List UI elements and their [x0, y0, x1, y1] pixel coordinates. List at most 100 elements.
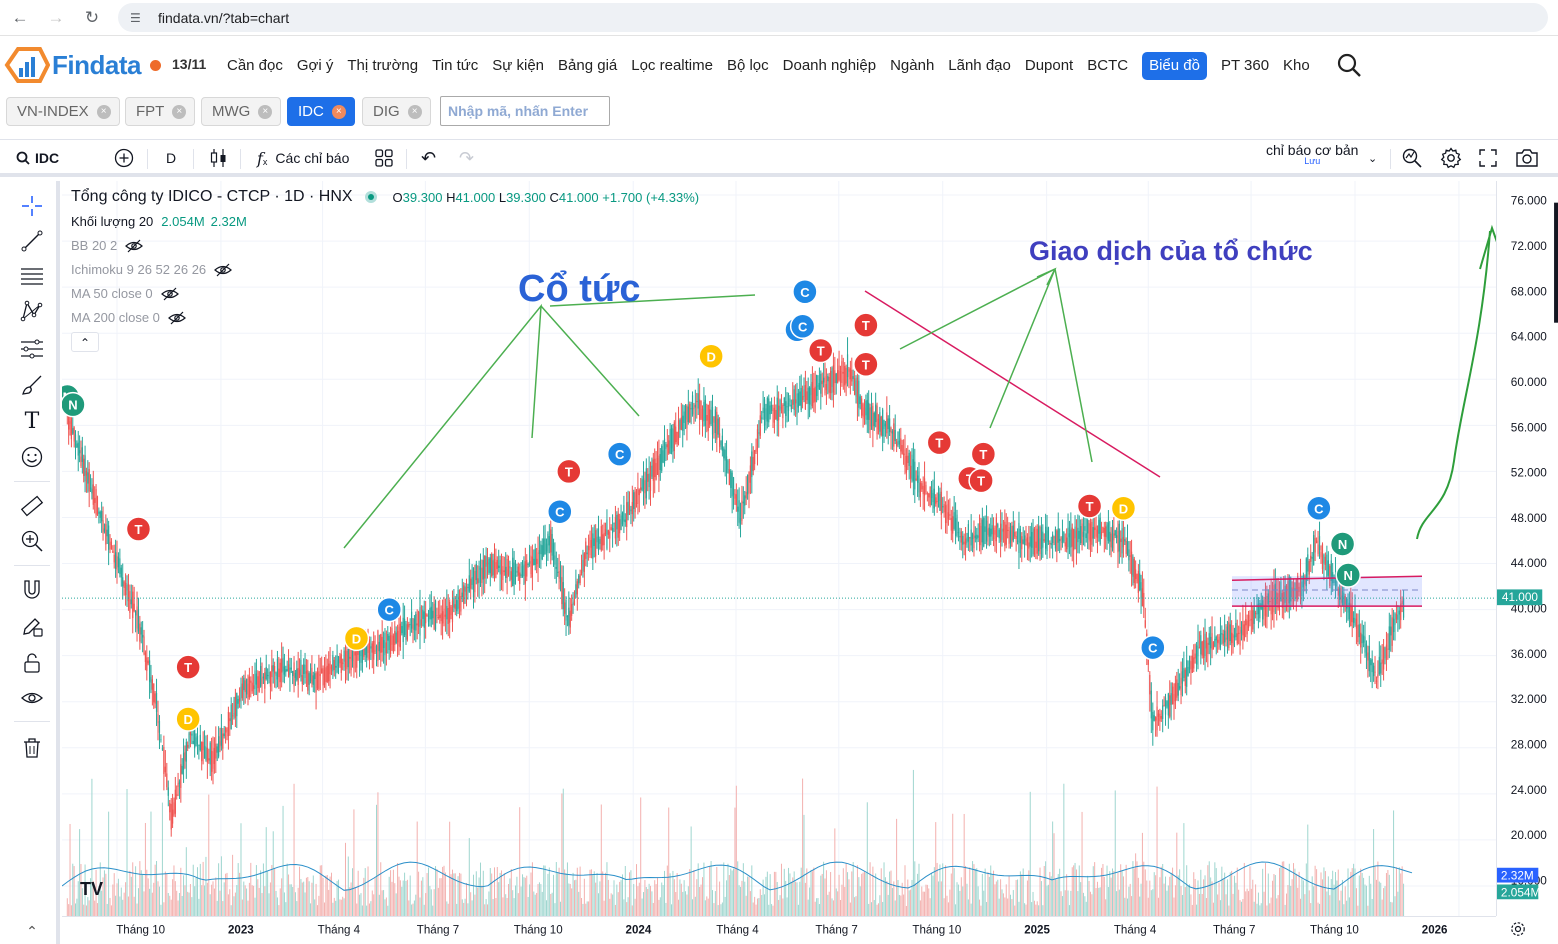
event-marker-C[interactable]: C [547, 498, 573, 525]
annotation-line[interactable] [549, 294, 756, 307]
time-axis[interactable]: Tháng 10 2023 Tháng 4 Tháng 7 Tháng 10 2024 Th… [62, 916, 1496, 944]
template-button[interactable]: chỉ báo cơ bản Lưu [1266, 142, 1358, 176]
event-marker-T[interactable]: T [853, 351, 879, 378]
emoji-tool[interactable] [16, 443, 48, 471]
menu-item[interactable]: Bộ lọc [726, 57, 769, 74]
event-marker-T[interactable]: T [1076, 493, 1103, 519]
zone-top-line[interactable] [1231, 575, 1423, 581]
chart-type-button[interactable] [210, 140, 228, 176]
close-icon[interactable]: × [407, 104, 422, 119]
event-marker-N[interactable]: N [1335, 562, 1361, 588]
price-axis[interactable]: 76.00072.00068.00064.00060.00056.00052.0… [1496, 181, 1558, 916]
menu-item[interactable]: Ngành [890, 57, 935, 74]
volume-legend-row[interactable]: Khối lượng 20 2.054M 2.32M [71, 214, 247, 229]
quick-search-button[interactable] [1402, 140, 1422, 176]
event-marker-N[interactable]: N [62, 391, 86, 418]
dividend-annotation[interactable]: Cổ tức [518, 268, 641, 310]
undo-icon[interactable]: ↶ [421, 147, 437, 168]
event-marker-D[interactable]: D [698, 343, 724, 369]
annotation-line[interactable] [343, 303, 542, 549]
lock-drawings-tool[interactable] [16, 612, 48, 640]
delete-tool[interactable] [16, 734, 48, 762]
menu-item[interactable]: BCTC [1087, 57, 1129, 74]
event-marker-C[interactable]: C [1140, 634, 1166, 661]
price-scrollbar[interactable] [1554, 202, 1558, 323]
annotation-line[interactable] [540, 305, 640, 417]
forward-icon[interactable]: → [47, 8, 65, 27]
text-tool-icon[interactable]: T [24, 408, 40, 434]
ticker-tab[interactable]: DIG × [362, 97, 431, 126]
indicator-legend-row[interactable]: MA 50 close 0 [71, 286, 179, 301]
fullscreen-button[interactable] [1479, 140, 1497, 176]
menu-item[interactable]: Dupont [1024, 57, 1074, 74]
menu-item[interactable]: Lọc realtime [631, 57, 713, 74]
ticker-tab[interactable]: MWG × [201, 97, 282, 126]
event-marker-D[interactable]: D [175, 706, 201, 732]
pattern-tool[interactable] [16, 297, 48, 325]
reload-icon[interactable]: ↻ [84, 8, 100, 27]
ticker-tab[interactable]: FPT × [125, 97, 196, 126]
collapse-legend-button[interactable]: ⌃ [71, 332, 99, 352]
event-marker-T[interactable]: T [556, 458, 582, 485]
address-bar[interactable]: ☰ findata.vn/?tab=chart [118, 3, 1548, 32]
crosshair-tool[interactable] [16, 192, 48, 220]
menu-item[interactable]: Lãnh đạo [948, 57, 1011, 74]
institution-annotation[interactable]: Giao dịch của tổ chức [1029, 236, 1313, 266]
menu-item[interactable]: Bảng giá [558, 57, 618, 74]
search-icon[interactable] [1336, 52, 1362, 78]
event-marker-C[interactable]: C [1306, 495, 1332, 522]
axis-settings-icon[interactable] [1510, 921, 1526, 942]
event-marker-T[interactable]: T [125, 516, 152, 542]
menu-item[interactable]: Biểu đồ [1142, 52, 1207, 80]
event-marker-D[interactable]: D [1110, 495, 1137, 522]
menu-item[interactable]: Cần đọc [227, 57, 283, 74]
snapshot-button[interactable] [1515, 140, 1539, 176]
event-marker-T[interactable]: T [807, 337, 834, 364]
symbol-search[interactable]: IDC [16, 140, 59, 176]
event-marker-C[interactable]: C [789, 313, 816, 340]
tradingview-logo[interactable]: TV [80, 879, 103, 899]
site-logo[interactable]: Findata [4, 46, 141, 84]
legend-title[interactable]: Tổng công ty IDICO - CTCP · 1D · HNX [71, 188, 353, 205]
menu-item[interactable]: Doanh nghiệp [782, 57, 877, 74]
back-icon[interactable]: ← [11, 8, 29, 27]
menu-item[interactable]: Gợi ý [296, 57, 334, 74]
menu-item[interactable]: Tin tức [432, 57, 479, 74]
price-zone[interactable] [1232, 576, 1422, 607]
event-marker-T[interactable]: T [926, 429, 953, 456]
event-marker-C[interactable]: C [606, 441, 633, 467]
ticker-input[interactable]: Nhập mã, nhấn Enter [440, 96, 610, 126]
event-marker-T[interactable]: T [175, 654, 201, 680]
menu-item[interactable]: Kho [1283, 57, 1310, 74]
hidden-eye-icon[interactable] [214, 263, 233, 277]
ticker-tab[interactable]: VN-INDEX × [6, 97, 120, 126]
fib-tool[interactable] [16, 262, 48, 290]
event-marker-C[interactable]: C [792, 279, 818, 305]
ruler-tool[interactable] [16, 492, 48, 520]
uptrend-arrow[interactable] [1416, 230, 1491, 540]
resistance-trendline[interactable] [864, 290, 1161, 478]
close-icon[interactable]: × [331, 104, 346, 119]
add-symbol-button[interactable] [114, 140, 134, 176]
redo-icon[interactable]: ↷ [459, 147, 475, 168]
event-marker-T[interactable]: T [853, 312, 879, 338]
menu-item[interactable]: Thị trường [347, 57, 419, 74]
layouts-button[interactable] [375, 140, 393, 176]
settings-button[interactable] [1440, 140, 1462, 176]
brush-tool[interactable] [16, 371, 48, 399]
chevron-down-icon[interactable]: ⌄ [1368, 152, 1378, 165]
trendline-tool[interactable] [16, 227, 48, 255]
close-icon[interactable]: × [172, 104, 187, 119]
annotation-line[interactable] [1054, 268, 1093, 463]
indicator-legend-row[interactable]: BB 20 2 [71, 238, 144, 253]
hidden-eye-icon[interactable] [125, 239, 144, 253]
event-marker-C[interactable]: C [376, 596, 402, 623]
site-settings-icon[interactable]: ☰ [130, 10, 141, 25]
menu-item[interactable]: Sự kiện [492, 57, 545, 74]
magnet-tool[interactable] [16, 576, 48, 604]
lock-tool[interactable] [16, 649, 48, 677]
event-marker-N[interactable]: N [1329, 531, 1356, 557]
interval-button[interactable]: D [166, 150, 177, 166]
